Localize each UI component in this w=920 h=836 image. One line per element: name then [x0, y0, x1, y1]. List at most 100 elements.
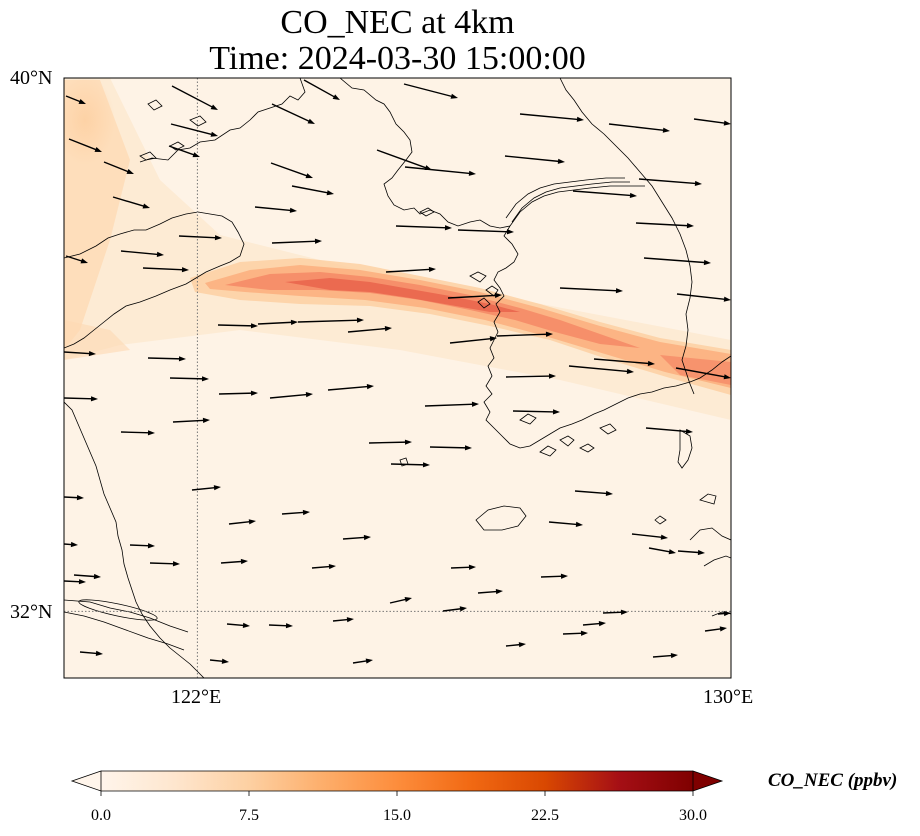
wind-arrow-head — [78, 98, 86, 104]
wind-arrow — [172, 419, 206, 423]
wind-arrow-head — [332, 94, 340, 100]
wind-arrow — [389, 598, 408, 604]
wind-arrow-head — [686, 223, 694, 229]
wind-arrow-head — [670, 652, 678, 659]
wind-arrow-head — [685, 428, 693, 434]
wind-arrow-head — [126, 168, 134, 174]
colorbar-tick-label: 7.5 — [239, 807, 259, 824]
wind-arrow — [385, 268, 432, 273]
wind-arrow — [64, 351, 92, 355]
wind-arrow — [209, 659, 225, 663]
map-gridlines — [64, 78, 731, 678]
wind-arrow-head — [147, 543, 155, 549]
wind-arrow — [79, 651, 99, 655]
wind-arrow — [291, 185, 330, 194]
wind-arrow — [303, 79, 336, 99]
coastlines — [64, 78, 731, 678]
co-concentration-field — [64, 78, 731, 678]
wind-arrow-head — [210, 104, 218, 110]
wind-arrow-head — [668, 549, 676, 555]
wind-arrow-head — [305, 173, 313, 179]
wind-arrow — [693, 118, 727, 125]
chart-title: CO_NEC at 4km — [280, 4, 515, 41]
wind-arrow-head — [285, 623, 293, 629]
wind-arrow-head — [147, 430, 155, 436]
wind-arrow — [142, 267, 185, 271]
wind-arrow-head — [93, 573, 101, 580]
colorbar-tick-label: 30.0 — [679, 807, 707, 824]
wind-arrow — [582, 622, 602, 626]
wind-arrow — [112, 196, 146, 208]
wind-arrow-head — [494, 292, 502, 298]
wind-arrow-head — [495, 588, 503, 595]
wind-arrow — [376, 149, 428, 169]
colorbar-gradient — [101, 771, 693, 791]
wind-arrow-head — [363, 534, 371, 541]
wind-arrow — [149, 562, 176, 565]
wind-arrow — [347, 327, 388, 333]
wind-arrow — [120, 431, 151, 434]
wind-arrow — [442, 607, 463, 612]
wind-arrow-head — [694, 180, 702, 187]
wind-arrow-head — [552, 409, 560, 415]
wind-arrow — [120, 250, 160, 256]
wind-arrow-head — [444, 225, 452, 231]
wind-arrow-head — [468, 564, 476, 570]
wind-arrow — [505, 375, 552, 378]
wind-arrow-head — [723, 374, 731, 380]
wind-arrow — [68, 138, 98, 151]
wind-arrow-head — [240, 558, 248, 565]
wind-arrow — [457, 229, 510, 233]
wind-arrow — [170, 123, 214, 136]
wind-arrow-head — [178, 356, 186, 362]
wind-arrow-head — [181, 267, 189, 273]
wind-arrow — [477, 590, 499, 594]
wind-arrow — [64, 580, 82, 583]
wind-arrow-head — [422, 462, 430, 468]
colorbar-tick-label: 0.0 — [91, 807, 111, 824]
wind-arrow-head — [210, 131, 218, 137]
wind-arrow-head — [471, 401, 479, 407]
wind-arrow-head — [660, 534, 668, 540]
wind-arrow — [65, 95, 82, 103]
wind-arrow-head — [723, 120, 731, 126]
wind-arrow — [635, 222, 690, 227]
wind-arrow — [327, 385, 370, 391]
wind-arrow-head — [719, 626, 727, 632]
wind-arrow — [352, 660, 369, 664]
colorbar-extend-max — [692, 770, 724, 792]
wind-arrow — [171, 85, 214, 109]
wind-arrow-head — [703, 259, 711, 266]
wind-arrow-head — [326, 190, 334, 196]
wind-arrow — [271, 240, 318, 244]
wind-arrow — [648, 547, 672, 553]
wind-arrow-head — [221, 658, 229, 664]
wind-arrow-head — [248, 519, 256, 525]
wind-arrow-head — [557, 158, 565, 164]
wind-arrow — [169, 377, 205, 380]
wind-arrow — [103, 161, 130, 173]
wind-arrow — [64, 397, 94, 400]
wind-arrow — [608, 123, 666, 132]
wind-arrow-head — [356, 317, 364, 323]
wind-vectors — [64, 79, 731, 664]
wind-arrow-head — [76, 495, 84, 501]
wind-arrow — [217, 324, 254, 327]
wind-arrow — [65, 255, 84, 263]
wind-arrow — [572, 190, 633, 197]
wind-arrow — [228, 520, 252, 525]
colorbar — [70, 770, 724, 796]
wind-arrow — [548, 521, 579, 526]
wind-arrow — [602, 611, 624, 614]
chart-subtitle-time: Time: 2024-03-30 15:00:00 — [209, 40, 586, 77]
wind-arrow-head — [598, 621, 606, 627]
wind-arrow-head — [290, 319, 298, 325]
wind-arrow — [220, 560, 244, 564]
wind-arrow-head — [605, 490, 613, 497]
lat-tick-label-32: 32°N — [10, 601, 53, 623]
wind-arrow — [271, 103, 311, 123]
wind-arrow — [368, 441, 408, 444]
lat-tick-label-40: 40°N — [10, 67, 53, 89]
wind-arrow-head — [307, 118, 315, 124]
wind-arrow-head — [723, 296, 731, 302]
